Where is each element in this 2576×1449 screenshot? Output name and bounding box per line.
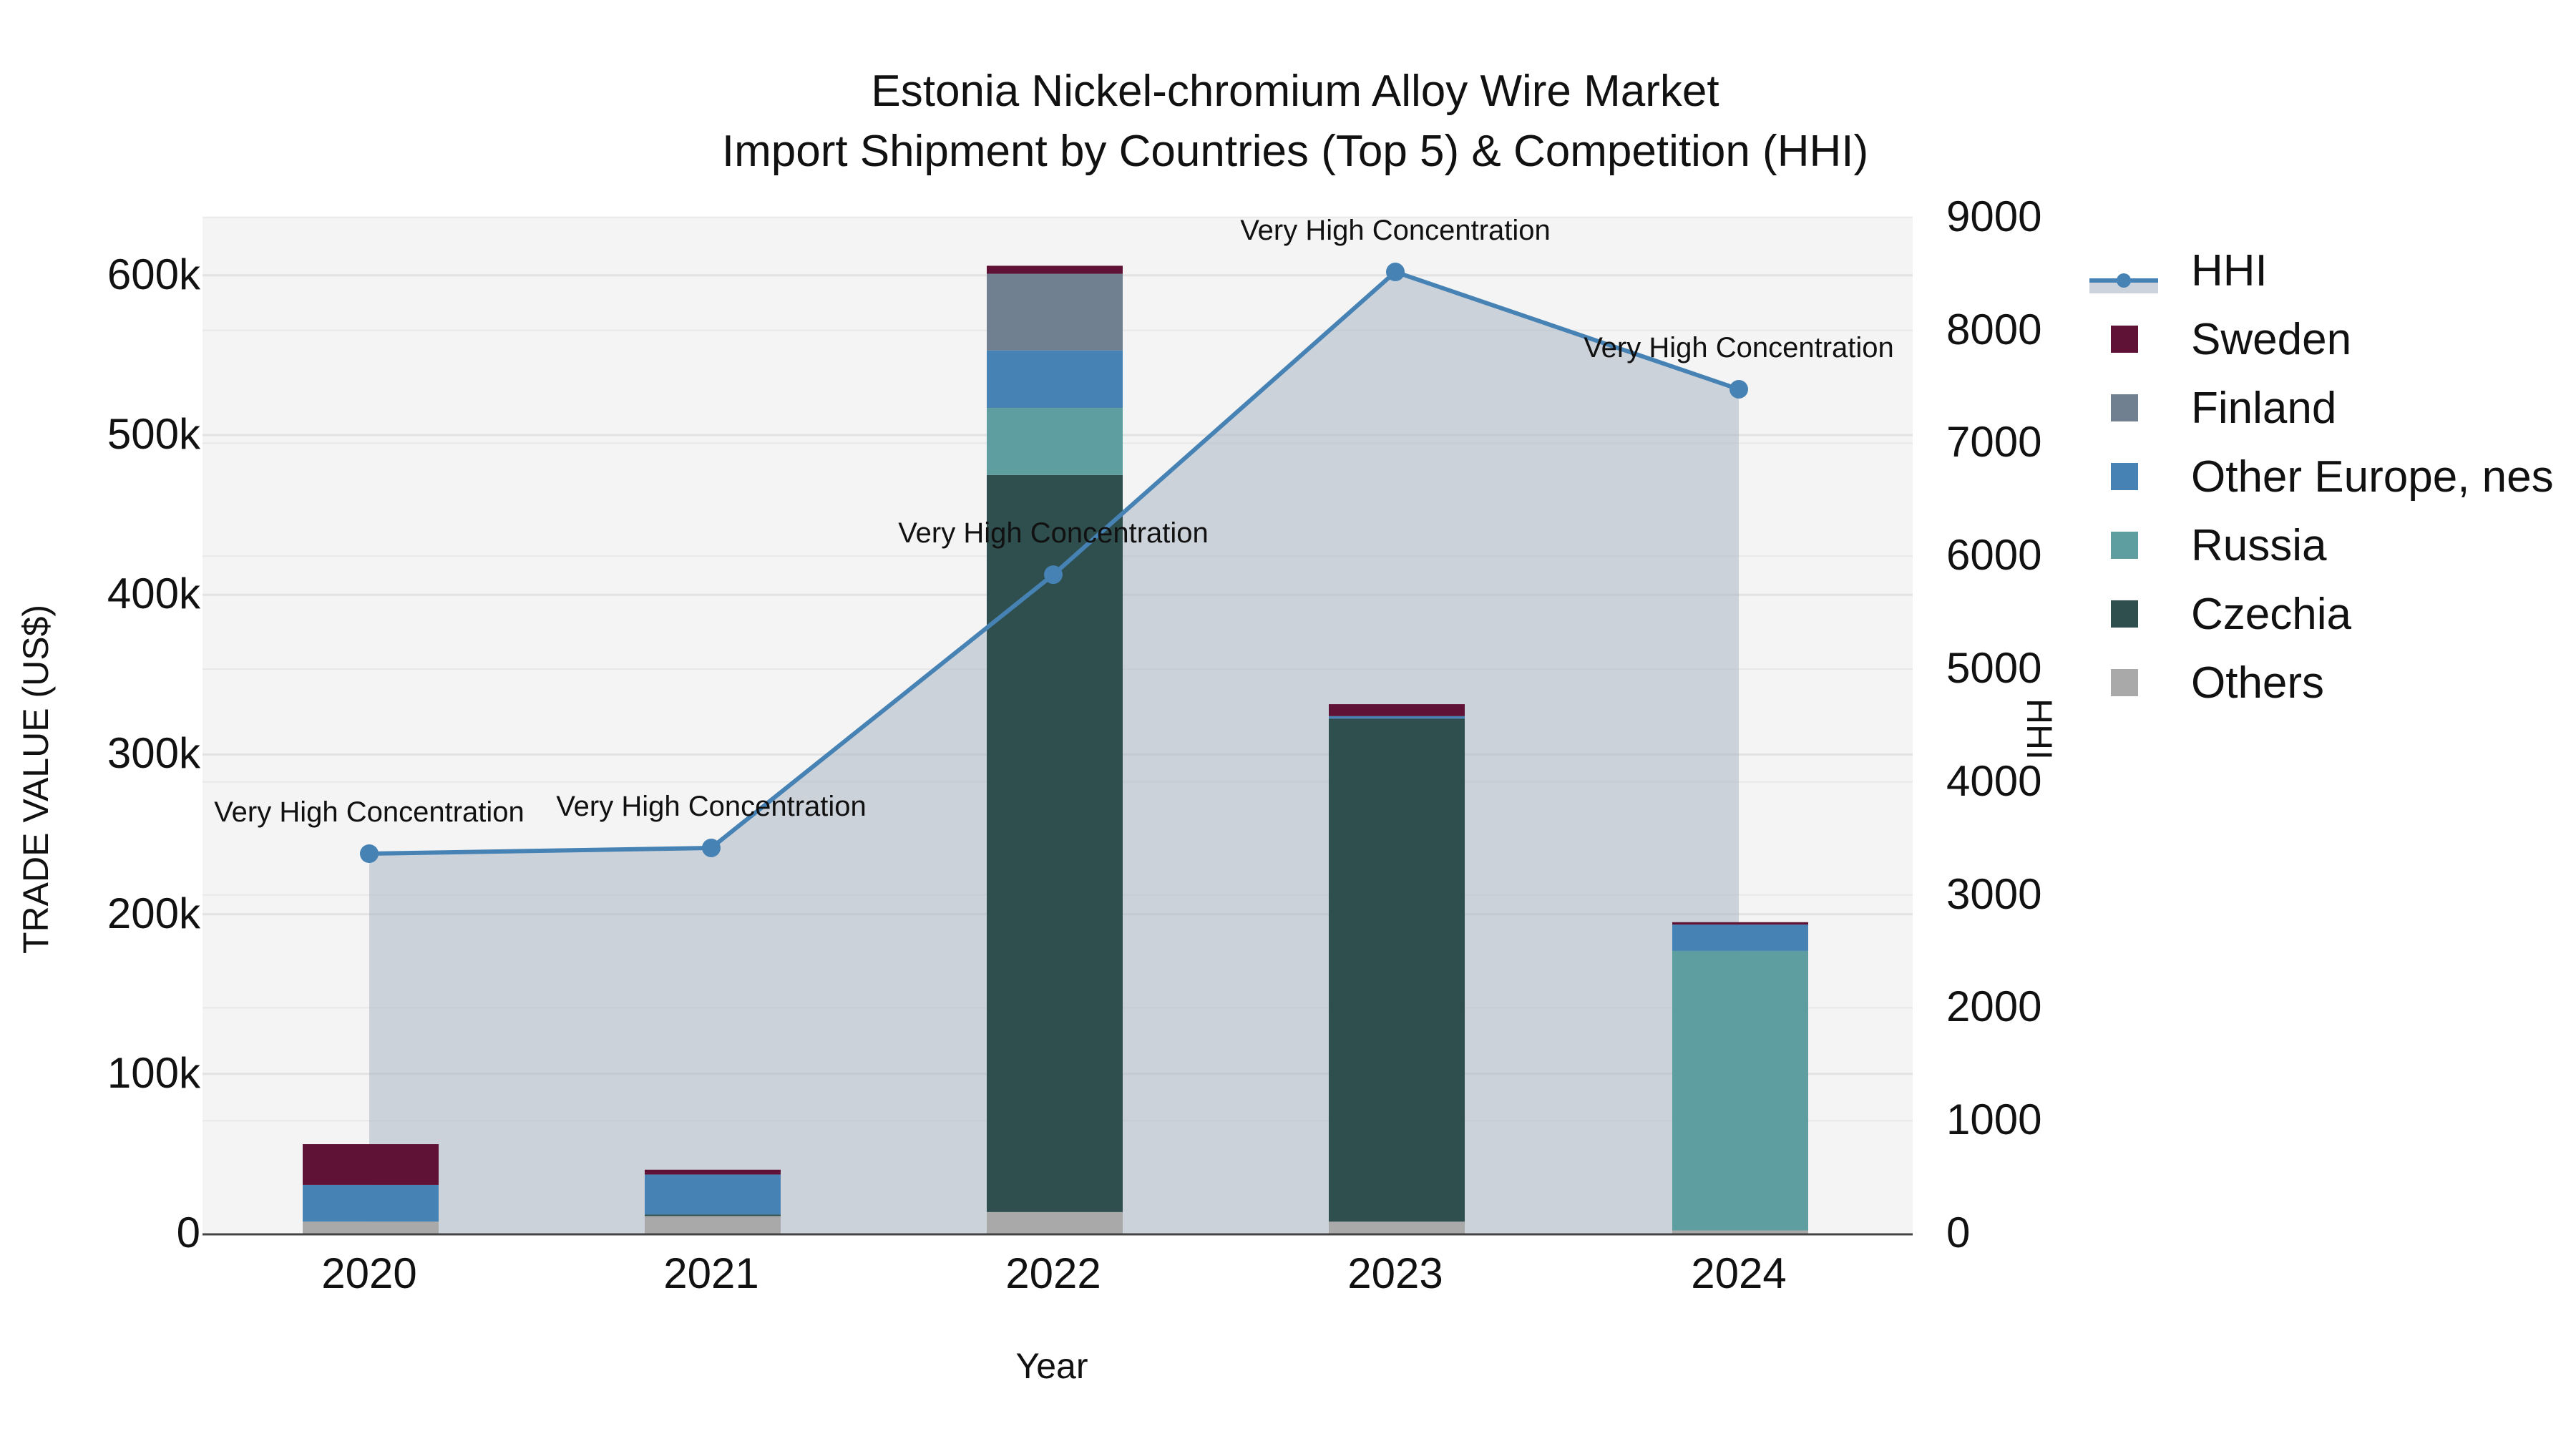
hhi-point[interactable] — [1729, 379, 1748, 399]
bar-segment[interactable] — [987, 474, 1123, 1212]
bar-segment[interactable] — [645, 1214, 781, 1216]
bar-segment[interactable] — [1672, 950, 1808, 1231]
bar-segment[interactable] — [303, 1221, 439, 1234]
x-tick-label: 2020 — [321, 1249, 417, 1297]
line-marker-icon — [2089, 256, 2158, 293]
hhi-annotation: Very High Concentration — [556, 790, 867, 822]
hhi-point[interactable] — [702, 838, 721, 857]
legend-item-sweden[interactable]: Sweden — [2089, 305, 2554, 374]
legend-label: Sweden — [2191, 314, 2352, 364]
hhi-point[interactable] — [1386, 263, 1405, 282]
y2-tick-label: 5000 — [1946, 644, 2042, 692]
color-swatch-icon — [2111, 394, 2138, 421]
chart-subtitle: Import Shipment by Countries (Top 5) & C… — [721, 127, 1869, 176]
hhi-point[interactable] — [360, 844, 379, 864]
y2-tick-label: 8000 — [1946, 305, 2042, 353]
bar-segment[interactable] — [1672, 1230, 1808, 1234]
legend-item-other-europe-nes[interactable]: Other Europe, nes — [2089, 442, 2554, 511]
hhi-annotation: Very High Concentration — [898, 517, 1209, 550]
legend-item-others[interactable]: Others — [2089, 648, 2554, 717]
stacked-bars — [303, 265, 1808, 1234]
y-tick-label: 300k — [107, 729, 200, 778]
bar-segment[interactable] — [1329, 1221, 1465, 1234]
y-tick-label: 200k — [107, 889, 200, 937]
hhi-line — [360, 263, 1748, 864]
legend-label: Other Europe, nes — [2191, 452, 2554, 502]
bar-segment[interactable] — [1329, 716, 1465, 719]
bar-segment[interactable] — [987, 408, 1123, 475]
x-tick-label: 2024 — [1691, 1249, 1787, 1297]
y2-tick-label: 3000 — [1946, 869, 2042, 918]
x-axis-title: Year — [1015, 1346, 1088, 1386]
bar-segment[interactable] — [303, 1184, 439, 1222]
hhi-annotation: Very High Concentration — [1584, 331, 1894, 364]
bar-segment[interactable] — [303, 1144, 439, 1185]
bar-segment[interactable] — [645, 1169, 781, 1175]
x-tick-label: 2023 — [1347, 1249, 1443, 1297]
bar-segment[interactable] — [987, 273, 1123, 351]
bar-segment[interactable] — [987, 265, 1123, 274]
bar-segment[interactable] — [645, 1216, 781, 1234]
x-tick-label: 2022 — [1005, 1249, 1101, 1297]
hhi-annotation: Very High Concentration — [214, 796, 525, 828]
hhi-annotation: Very High Concentration — [1240, 215, 1551, 247]
legend-label: Finland — [2191, 383, 2337, 433]
bar-segment[interactable] — [987, 350, 1123, 409]
bar-segment[interactable] — [645, 1174, 781, 1215]
y-tick-label: 400k — [107, 570, 200, 618]
x-tick-label: 2021 — [663, 1249, 759, 1297]
legend-item-czechia[interactable]: Czechia — [2089, 580, 2554, 648]
color-swatch-icon — [2111, 600, 2138, 628]
legend-label: Others — [2191, 658, 2325, 708]
y-tick-label: 100k — [107, 1048, 200, 1097]
color-swatch-icon — [2111, 532, 2138, 559]
y2-tick-label: 6000 — [1946, 531, 2042, 580]
bar-segment[interactable] — [1672, 924, 1808, 951]
chart-title: Estonia Nickel-chromium Alloy Wire Marke… — [871, 67, 1719, 116]
legend-item-finland[interactable]: Finland — [2089, 374, 2554, 442]
color-swatch-icon — [2111, 463, 2138, 490]
y2-tick-label: 4000 — [1946, 756, 2042, 805]
y-axis-title: TRADE VALUE (US$) — [16, 604, 56, 955]
hhi-point[interactable] — [1044, 565, 1063, 585]
legend-label: Russia — [2191, 520, 2327, 570]
bar-segment[interactable] — [1329, 704, 1465, 716]
legend-label: HHI — [2191, 245, 2268, 296]
legend: HHI Sweden Finland Other Europe, nes Russia C… — [2089, 236, 2554, 717]
y2-tick-label: 0 — [1946, 1209, 1971, 1257]
y-tick-label: 500k — [107, 410, 200, 458]
bar-segment[interactable] — [1329, 718, 1465, 1222]
y2-tick-label: 7000 — [1946, 418, 2042, 467]
legend-label: Czechia — [2191, 589, 2351, 639]
y2-tick-label: 9000 — [1946, 192, 2042, 240]
y-tick-label: 600k — [107, 250, 200, 298]
bar-segment[interactable] — [1672, 922, 1808, 925]
color-swatch-icon — [2111, 669, 2138, 696]
y-tick-label: 0 — [176, 1209, 200, 1257]
color-swatch-icon — [2111, 326, 2138, 353]
y2-tick-label: 2000 — [1946, 982, 2042, 1031]
bar-segment[interactable] — [987, 1211, 1123, 1234]
legend-item-russia[interactable]: Russia — [2089, 511, 2554, 580]
y2-tick-label: 1000 — [1946, 1096, 2042, 1144]
legend-item-hhi[interactable]: HHI — [2089, 236, 2554, 305]
